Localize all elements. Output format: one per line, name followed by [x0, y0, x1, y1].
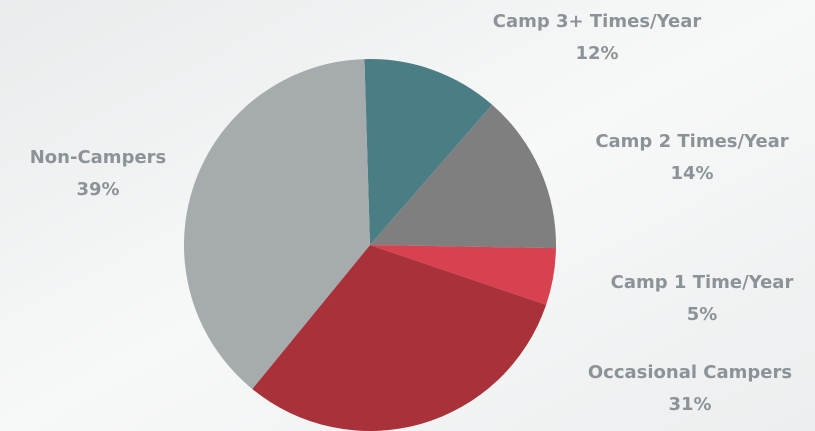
slice-label: Occasional Campers: [588, 362, 792, 383]
slice-label: Camp 3+ Times/Year: [493, 11, 702, 32]
slice-label: Camp 2 Times/Year: [595, 131, 788, 152]
slice-value-label: 5%: [687, 304, 718, 325]
slice-value-label: 31%: [668, 394, 711, 415]
pie-slice: [184, 59, 370, 389]
slice-value-label: 12%: [575, 43, 618, 64]
slice-label: Non-Campers: [30, 147, 167, 168]
slice-value-label: 39%: [76, 179, 119, 200]
pie-slice: [370, 245, 556, 305]
slice-label: Camp 1 Time/Year: [611, 272, 794, 293]
pie-slice: [370, 104, 556, 249]
pie-slice: [364, 59, 493, 245]
pie-slice: [252, 245, 547, 431]
slice-value-label: 14%: [670, 163, 713, 184]
